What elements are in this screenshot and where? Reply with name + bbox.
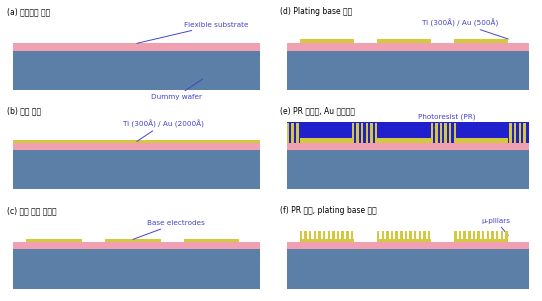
Bar [418,231,421,239]
Bar [409,231,412,239]
Bar [14,43,260,51]
Bar [287,150,529,189]
Bar [391,231,393,239]
Bar [414,231,416,239]
Text: Ti (300Å) / Au (2000Å): Ti (300Å) / Au (2000Å) [122,120,204,141]
Bar [473,231,475,239]
Bar [478,231,480,239]
Bar [309,231,312,239]
Bar [487,231,489,239]
Bar [501,231,503,239]
Bar [14,140,260,143]
Bar [27,239,82,242]
Bar [287,143,529,150]
Text: (c) 전극 형상 패터닝: (c) 전극 형상 패터닝 [7,206,56,215]
Bar [361,123,364,143]
Bar [440,123,442,143]
Bar [14,143,260,150]
Bar [519,123,521,143]
Bar [375,123,377,143]
Bar [292,123,294,143]
Bar [505,231,508,239]
Bar [314,231,316,239]
Bar [454,138,508,143]
Bar [454,239,508,242]
Bar [454,123,456,143]
Bar [287,122,529,143]
Bar [468,231,470,239]
Bar [332,231,334,239]
Text: (b) 메탈 증착: (b) 메탈 증착 [7,107,41,116]
Bar [509,123,512,143]
Bar [386,231,389,239]
Bar [105,239,160,242]
Bar [400,231,403,239]
Bar [430,123,433,143]
Bar [346,231,349,239]
Text: (a) 유연기판 부착: (a) 유연기판 부착 [7,8,50,17]
Text: Flexible substrate: Flexible substrate [137,22,249,43]
Bar [514,123,517,143]
Bar [305,231,307,239]
Bar [341,231,344,239]
Bar [300,231,302,239]
Bar [300,41,354,43]
Bar [454,41,508,43]
Bar [435,123,437,143]
Bar [396,231,398,239]
Bar [377,138,431,143]
Bar [428,231,430,239]
Bar [377,41,431,43]
Bar [287,123,289,143]
Bar [351,231,353,239]
Bar [300,239,354,242]
Bar [300,39,354,41]
Bar [454,231,457,239]
Bar [377,39,431,41]
Bar [14,150,260,189]
Bar [423,231,426,239]
Bar [496,231,498,239]
Bar [352,123,354,143]
Text: (d) Plating base 증착: (d) Plating base 증착 [280,8,353,17]
Text: Photoresist (PR): Photoresist (PR) [418,113,475,128]
Bar [454,39,508,41]
Bar [449,123,451,143]
Bar [491,231,494,239]
Bar [318,231,321,239]
Bar [377,239,431,242]
Bar [357,123,359,143]
Bar [14,250,260,289]
Bar [444,123,447,143]
Bar [323,231,325,239]
Bar [459,231,461,239]
Bar [463,231,466,239]
Bar [287,51,529,90]
Bar [287,242,529,250]
Text: (f) PR 제거, plating base 식각: (f) PR 제거, plating base 식각 [280,206,377,215]
Bar [523,123,526,143]
Text: Ti (300Å) / Au (500Å): Ti (300Å) / Au (500Å) [422,19,508,39]
Bar [300,138,354,143]
Bar [14,242,260,250]
Bar [327,231,330,239]
Bar [366,123,368,143]
Bar [405,231,407,239]
Bar [382,231,384,239]
Bar [296,123,299,143]
Text: Dummy wafer: Dummy wafer [151,79,203,100]
Text: (e) PR 패터닝, Au 전주도금: (e) PR 패터닝, Au 전주도금 [280,107,356,116]
Bar [287,250,529,289]
Bar [370,123,373,143]
Text: μ-pillars: μ-pillars [482,219,511,235]
Bar [482,231,485,239]
Text: Base electrodes: Base electrodes [133,220,205,239]
Bar [184,239,240,242]
Bar [14,51,260,90]
Bar [287,43,529,51]
Bar [377,231,379,239]
Bar [337,231,339,239]
